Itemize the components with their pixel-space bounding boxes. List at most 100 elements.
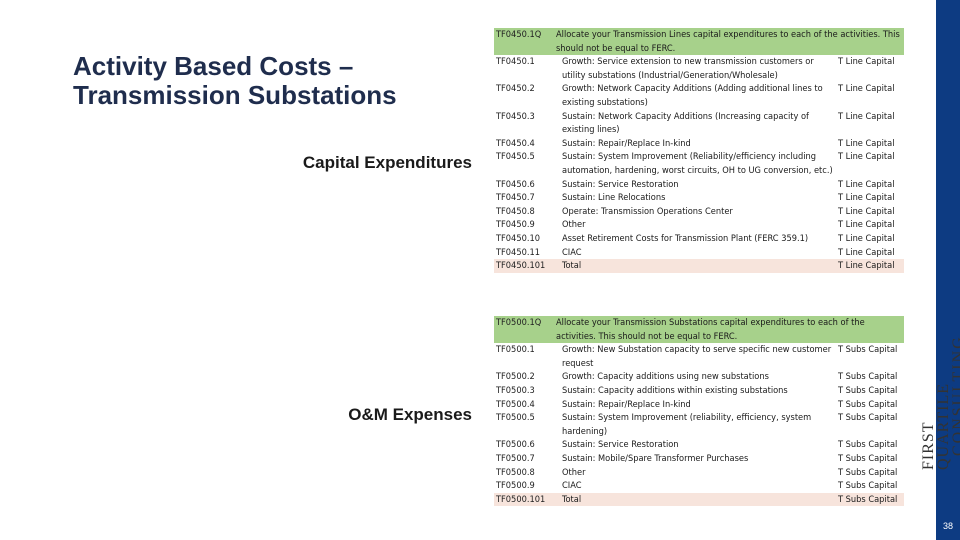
code-cell: TF0450.1 (494, 55, 554, 83)
table-row: TF0450.11 CIAC T Line Capital (494, 245, 905, 260)
header-code-cell: TF0500.1Q (494, 316, 554, 344)
type-cell: T Subs Capital (836, 465, 904, 480)
type-cell: T Line Capital (836, 55, 905, 83)
om-table-body: TF0500.1 Growth: New Substation capacity … (494, 343, 904, 493)
desc-cell: Sustain: System Improvement (reliability… (554, 411, 836, 439)
type-cell: T Line Capital (836, 204, 905, 219)
type-cell: T Line Capital (836, 150, 905, 178)
capital-table-body: TF0450.1 Growth: Service extension to new… (494, 55, 905, 260)
table-row: TF0450.8 Operate: Transmission Operations… (494, 204, 905, 219)
desc-cell: CIAC (554, 245, 836, 260)
table-row: TF0500.3 Sustain: Capacity additions with… (494, 383, 904, 398)
total-code-cell: TF0500.101 (494, 492, 554, 507)
code-cell: TF0500.4 (494, 397, 554, 412)
desc-cell: Growth: New Substation capacity to serve… (554, 343, 836, 371)
desc-cell: Operate: Transmission Operations Center (554, 204, 836, 219)
code-cell: TF0450.3 (494, 109, 554, 137)
desc-cell: Sustain: Capacity additions within exist… (554, 383, 836, 398)
code-cell: TF0500.7 (494, 451, 554, 466)
desc-cell: Sustain: Service Restoration (554, 438, 836, 452)
desc-cell: Other (554, 218, 836, 232)
table-total-row: TF0500.101 Total T Subs Capital (494, 492, 904, 507)
table-row: TF0500.5 Sustain: System Improvement (rel… (494, 411, 904, 439)
table-row: TF0450.9 Other T Line Capital (494, 218, 905, 232)
type-cell: T Line Capital (836, 245, 905, 260)
code-cell: TF0500.5 (494, 411, 554, 439)
type-cell: T Subs Capital (836, 438, 904, 452)
code-cell: TF0450.2 (494, 82, 554, 110)
code-cell: TF0450.9 (494, 218, 554, 232)
table-row: TF0500.9 CIAC T Subs Capital (494, 479, 904, 493)
type-cell: T Line Capital (836, 109, 905, 137)
table-row: TF0450.6 Sustain: Service Restoration T Li… (494, 177, 905, 192)
type-cell: T Subs Capital (836, 383, 904, 398)
type-cell: T Subs Capital (836, 451, 904, 466)
code-cell: TF0500.2 (494, 370, 554, 384)
brand-sidebar (936, 0, 960, 540)
desc-cell: Growth: Network Capacity Additions (Addi… (554, 82, 836, 110)
table-row: TF0500.8 Other T Subs Capital (494, 465, 904, 480)
table-row: TF0500.1 Growth: New Substation capacity … (494, 343, 904, 371)
table-total-row: TF0450.101 Total T Line Capital (494, 259, 905, 273)
slide-title: Activity Based Costs – Transmission Subs… (73, 51, 397, 110)
type-cell: T Subs Capital (836, 411, 904, 439)
desc-cell: Sustain: Repair/Replace In-kind (554, 397, 836, 412)
type-cell: T Line Capital (836, 177, 905, 192)
om-expenses-label: O&M Expenses (348, 405, 472, 424)
type-cell: T Subs Capital (836, 370, 904, 384)
type-cell: T Line Capital (836, 231, 905, 246)
desc-cell: Growth: Service extension to new transmi… (554, 55, 836, 83)
table-row: TF0500.2 Growth: Capacity additions using… (494, 370, 904, 384)
header-code-cell: TF0450.1Q (494, 28, 554, 56)
capital-expenditures-label: Capital Expenditures (302, 153, 472, 172)
code-cell: TF0450.6 (494, 177, 554, 192)
desc-cell: Asset Retirement Costs for Transmission … (554, 231, 836, 246)
code-cell: TF0450.8 (494, 204, 554, 219)
type-cell: T Line Capital (836, 82, 905, 110)
type-cell: T Line Capital (836, 136, 905, 151)
table-row: TF0450.10 Asset Retirement Costs for Tran… (494, 231, 905, 246)
type-cell: T Line Capital (836, 191, 905, 205)
logo-line-2: CONSULTING (950, 335, 960, 456)
desc-cell: Sustain: Service Restoration (554, 177, 836, 192)
code-cell: TF0450.4 (494, 136, 554, 151)
desc-cell: Sustain: Line Relocations (554, 191, 836, 205)
table-row: TF0450.1 Growth: Service extension to new… (494, 55, 905, 83)
total-code-cell: TF0450.101 (494, 259, 554, 273)
desc-cell: Sustain: Network Capacity Additions (Inc… (554, 109, 836, 137)
table-row: TF0450.3 Sustain: Network Capacity Additi… (494, 109, 905, 137)
code-cell: TF0500.1 (494, 343, 554, 371)
desc-cell: Growth: Capacity additions using new sub… (554, 370, 836, 384)
table-row: TF0500.4 Sustain: Repair/Replace In-kind T… (494, 397, 904, 412)
desc-cell: Sustain: Repair/Replace In-kind (554, 136, 836, 151)
table-row: TF0450.2 Growth: Network Capacity Additio… (494, 82, 905, 110)
code-cell: TF0450.5 (494, 150, 554, 178)
table-row: TF0450.4 Sustain: Repair/Replace In-kind T… (494, 136, 905, 151)
total-type-cell: T Line Capital (836, 259, 905, 273)
code-cell: TF0450.7 (494, 191, 554, 205)
type-cell: T Subs Capital (836, 479, 904, 493)
table-row: TF0450.7 Sustain: Line Relocations T Line … (494, 191, 905, 205)
table-row: TF0500.7 Sustain: Mobile/Spare Transforme… (494, 451, 904, 466)
table-row: TF0500.6 Sustain: Service Restoration T Su… (494, 438, 904, 452)
desc-cell: Other (554, 465, 836, 480)
desc-cell: Sustain: Mobile/Spare Transformer Purcha… (554, 451, 836, 466)
code-cell: TF0500.6 (494, 438, 554, 452)
om-expenses-table: TF0500.1Q Allocate your Transmission Sub… (494, 316, 904, 507)
total-type-cell: T Subs Capital (836, 492, 904, 507)
code-cell: TF0500.8 (494, 465, 554, 480)
header-instruction-cell: Allocate your Transmission Lines capital… (554, 28, 905, 56)
code-cell: TF0450.11 (494, 245, 554, 260)
code-cell: TF0500.3 (494, 383, 554, 398)
total-desc-cell: Total (554, 492, 836, 507)
table-header-row: TF0450.1Q Allocate your Transmission Lin… (494, 28, 905, 56)
table-row: TF0450.5 Sustain: System Improvement (Rel… (494, 150, 905, 178)
desc-cell: CIAC (554, 479, 836, 493)
code-cell: TF0450.10 (494, 231, 554, 246)
type-cell: T Line Capital (836, 218, 905, 232)
type-cell: T Subs Capital (836, 343, 904, 371)
header-instruction-cell: Allocate your Transmission Substations c… (554, 316, 904, 344)
type-cell: T Subs Capital (836, 397, 904, 412)
page-number: 38 (936, 512, 960, 540)
code-cell: TF0500.9 (494, 479, 554, 493)
